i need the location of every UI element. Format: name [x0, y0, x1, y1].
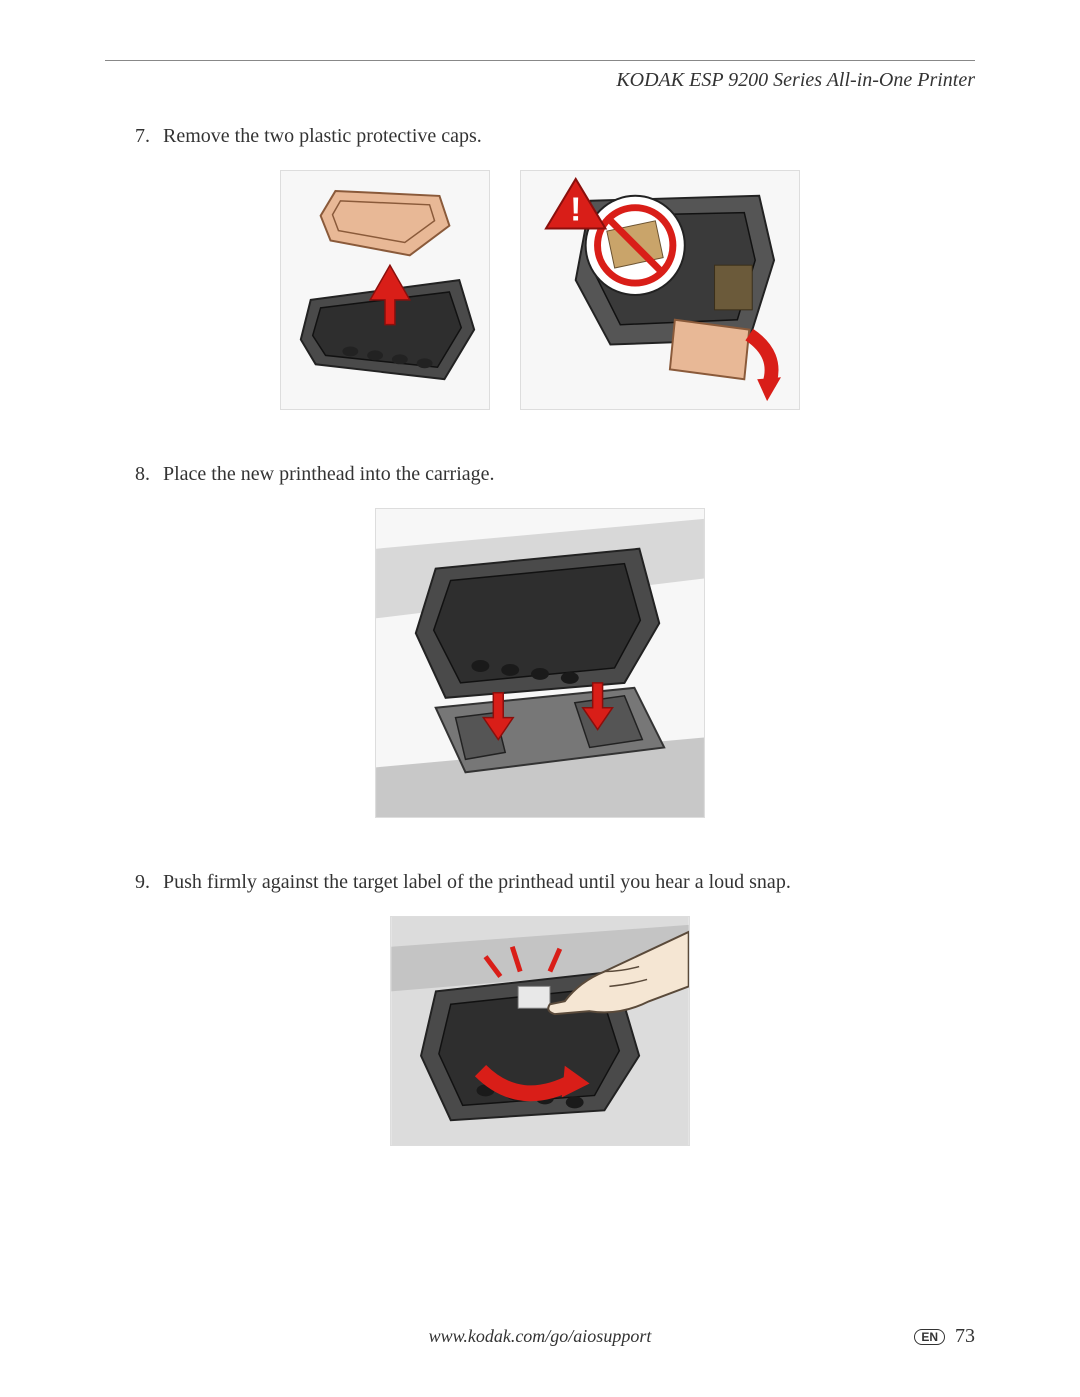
footer-url: www.kodak.com/go/aiosupport: [429, 1326, 652, 1347]
page-number: 73: [955, 1325, 975, 1348]
figure-8-insert-printhead: [375, 508, 705, 818]
step-7-number: 7.: [135, 122, 163, 150]
figure-row-9: [105, 916, 975, 1146]
step-8-number: 8.: [135, 460, 163, 488]
header-divider: [105, 60, 975, 61]
step-8: 8. Place the new printhead into the carr…: [105, 460, 975, 488]
step-7-text: Remove the two plastic protective caps.: [163, 122, 975, 150]
header-title: KODAK ESP 9200 Series All-in-One Printer: [105, 69, 975, 92]
step-8-text: Place the new printhead into the carriag…: [163, 460, 975, 488]
figure-9-push-printhead: [390, 916, 690, 1146]
figure-row-8: [105, 508, 975, 818]
figure-row-7: !: [105, 170, 975, 410]
step-9-text: Push firmly against the target label of …: [163, 868, 975, 896]
figure-7b-warning: !: [520, 170, 800, 410]
page-footer: www.kodak.com/go/aiosupport EN 73: [105, 1326, 975, 1347]
step-7: 7. Remove the two plastic protective cap…: [105, 122, 975, 150]
language-badge: EN: [914, 1329, 945, 1345]
svg-text:!: !: [570, 191, 581, 229]
step-9-number: 9.: [135, 868, 163, 896]
figure-7a-remove-cap: [280, 170, 490, 410]
step-9: 9. Push firmly against the target label …: [105, 868, 975, 896]
